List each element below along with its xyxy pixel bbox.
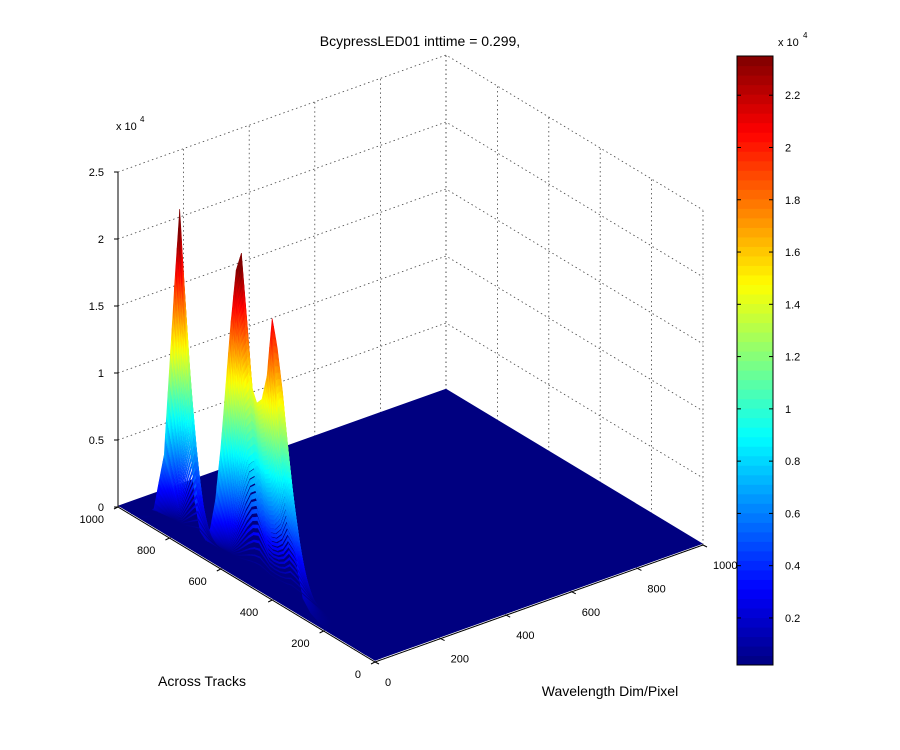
z-gridline	[117, 54, 704, 211]
surface-patch	[358, 648, 360, 650]
surface-patch	[357, 649, 360, 652]
surface-patch	[364, 651, 367, 654]
surface-patch	[341, 637, 344, 639]
surface-patch	[350, 642, 352, 644]
z-gridline	[117, 255, 704, 412]
surface-patch	[342, 638, 345, 640]
surface-patch	[343, 640, 346, 643]
surface-patch	[349, 641, 352, 643]
surface-plot	[118, 209, 703, 661]
surface-patch	[342, 636, 345, 639]
surface-patch	[341, 638, 344, 641]
surface-patch	[363, 652, 366, 655]
surface-patch	[352, 645, 354, 648]
z-gridline	[117, 121, 704, 278]
surface-patch	[347, 641, 350, 644]
surface-patch	[345, 639, 348, 642]
surface-patch	[364, 651, 367, 653]
surface-patch	[346, 640, 349, 643]
surface-patch	[348, 641, 351, 644]
surface-patch	[338, 636, 341, 639]
z-gridline	[117, 188, 704, 345]
surface-patch	[364, 652, 366, 655]
surface-patch	[340, 635, 343, 637]
surface-patch	[355, 645, 358, 648]
chart-title: BcypressLED01 inttime = 0.299,	[320, 33, 520, 49]
surface-patch	[343, 637, 346, 640]
surface-patch	[364, 653, 367, 656]
surface-patch	[341, 636, 343, 638]
surface-patch	[347, 640, 350, 643]
surface-patch	[365, 652, 367, 654]
surface-patch	[347, 643, 350, 645]
surface-patch	[364, 652, 367, 654]
surface-patch	[346, 639, 349, 642]
surface-patch	[345, 641, 348, 643]
surface-patch	[344, 640, 347, 642]
